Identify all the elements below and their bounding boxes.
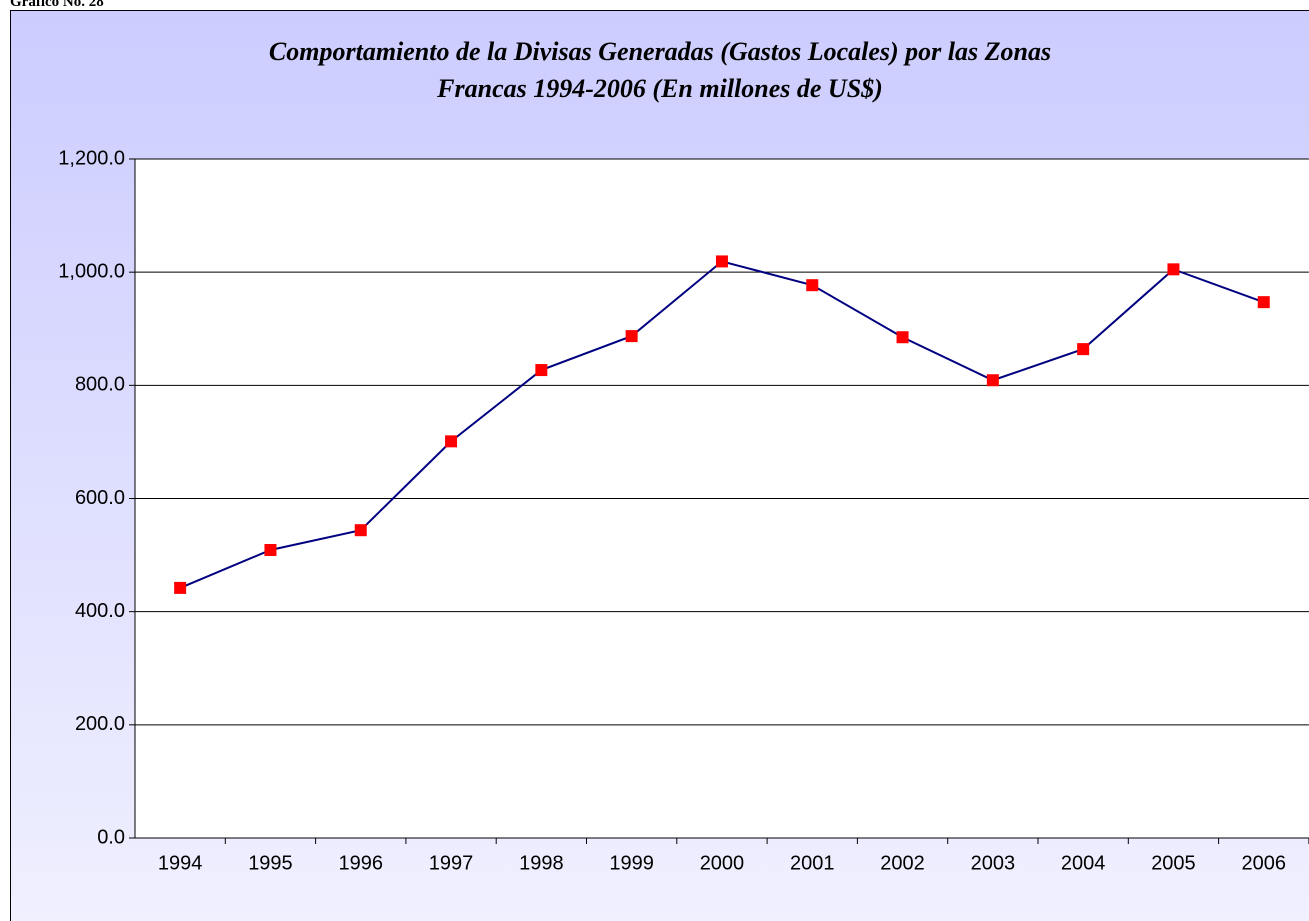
y-tick-label: 1,000.0	[58, 260, 125, 282]
data-point	[896, 331, 909, 344]
x-tick-label: 1994	[158, 852, 203, 874]
x-tick-label: 2003	[971, 852, 1016, 874]
caption: Gráfico No. 28	[10, 0, 104, 10]
x-tick-label: 2001	[790, 852, 835, 874]
x-tick-label: 1997	[429, 852, 474, 874]
y-tick-label: 0.0	[97, 826, 125, 848]
data-point	[625, 330, 638, 343]
data-point	[715, 255, 728, 268]
x-tick-label: 1996	[339, 852, 384, 874]
data-point	[174, 581, 187, 594]
data-point	[354, 524, 367, 537]
data-point	[986, 374, 999, 387]
chart-title: Francas 1994-2006 (En millones de US$)	[436, 74, 883, 103]
data-point	[806, 279, 819, 292]
x-tick-label: 1995	[248, 852, 293, 874]
data-point	[264, 543, 277, 556]
data-point	[535, 364, 548, 377]
x-tick-label: 1998	[519, 852, 564, 874]
data-point	[445, 435, 458, 448]
y-tick-label: 600.0	[75, 487, 125, 509]
y-tick-label: 1,200.0	[58, 147, 125, 169]
x-tick-label: 2005	[1151, 852, 1196, 874]
x-tick-label: 1999	[609, 852, 654, 874]
x-tick-label: 2002	[880, 852, 925, 874]
data-point	[1077, 343, 1090, 356]
chart-title: Comportamiento de la Divisas Generadas (…	[269, 37, 1051, 66]
x-tick-label: 2004	[1061, 852, 1106, 874]
y-tick-label: 800.0	[75, 374, 125, 396]
x-tick-label: 2006	[1242, 852, 1287, 874]
y-tick-label: 400.0	[75, 600, 125, 622]
y-tick-label: 200.0	[75, 713, 125, 735]
data-point	[1257, 296, 1270, 309]
data-point	[1167, 263, 1180, 276]
x-tick-label: 2000	[700, 852, 745, 874]
